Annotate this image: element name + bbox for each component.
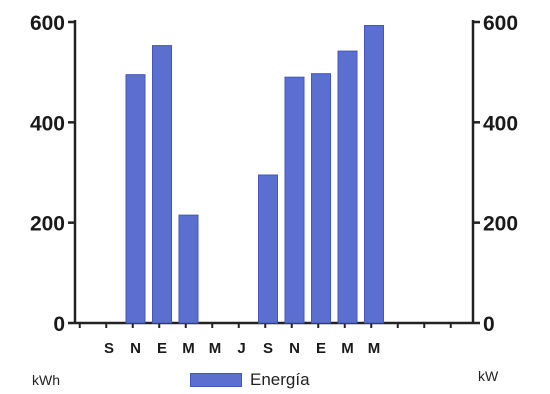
left-tick-label: 0 xyxy=(53,313,65,336)
category-label: N xyxy=(130,340,141,357)
right-tick-label: 200 xyxy=(483,213,518,236)
legend-series-name: Energía xyxy=(250,370,310,389)
category-label: E xyxy=(157,340,167,357)
left-tick-label: 200 xyxy=(30,213,65,236)
category-label: M xyxy=(368,340,381,357)
category-label: S xyxy=(104,340,114,357)
left-tick-label: 400 xyxy=(30,112,65,135)
category-label: M xyxy=(209,340,222,357)
chart-bars xyxy=(125,25,384,324)
legend-swatch xyxy=(190,373,242,387)
category-label: S xyxy=(263,340,273,357)
bar xyxy=(364,25,384,324)
right-tick-label: 400 xyxy=(483,112,518,135)
category-label: N xyxy=(289,340,300,357)
right-tick-label: 600 xyxy=(483,12,518,35)
category-label: M xyxy=(182,340,195,357)
bar xyxy=(178,214,199,324)
bar xyxy=(258,174,278,324)
left-axis-unit: kWh xyxy=(32,372,60,388)
bar xyxy=(284,76,305,324)
legend: Energía xyxy=(190,370,310,390)
bar xyxy=(125,74,146,324)
bar xyxy=(337,50,358,324)
category-label: M xyxy=(341,340,354,357)
left-tick-label: 600 xyxy=(30,12,65,35)
bar xyxy=(311,73,331,324)
right-tick-label: 0 xyxy=(483,313,495,336)
bar xyxy=(152,45,172,324)
category-label: J xyxy=(237,340,245,357)
category-label: E xyxy=(316,340,326,357)
right-axis-unit: kW xyxy=(478,368,499,384)
